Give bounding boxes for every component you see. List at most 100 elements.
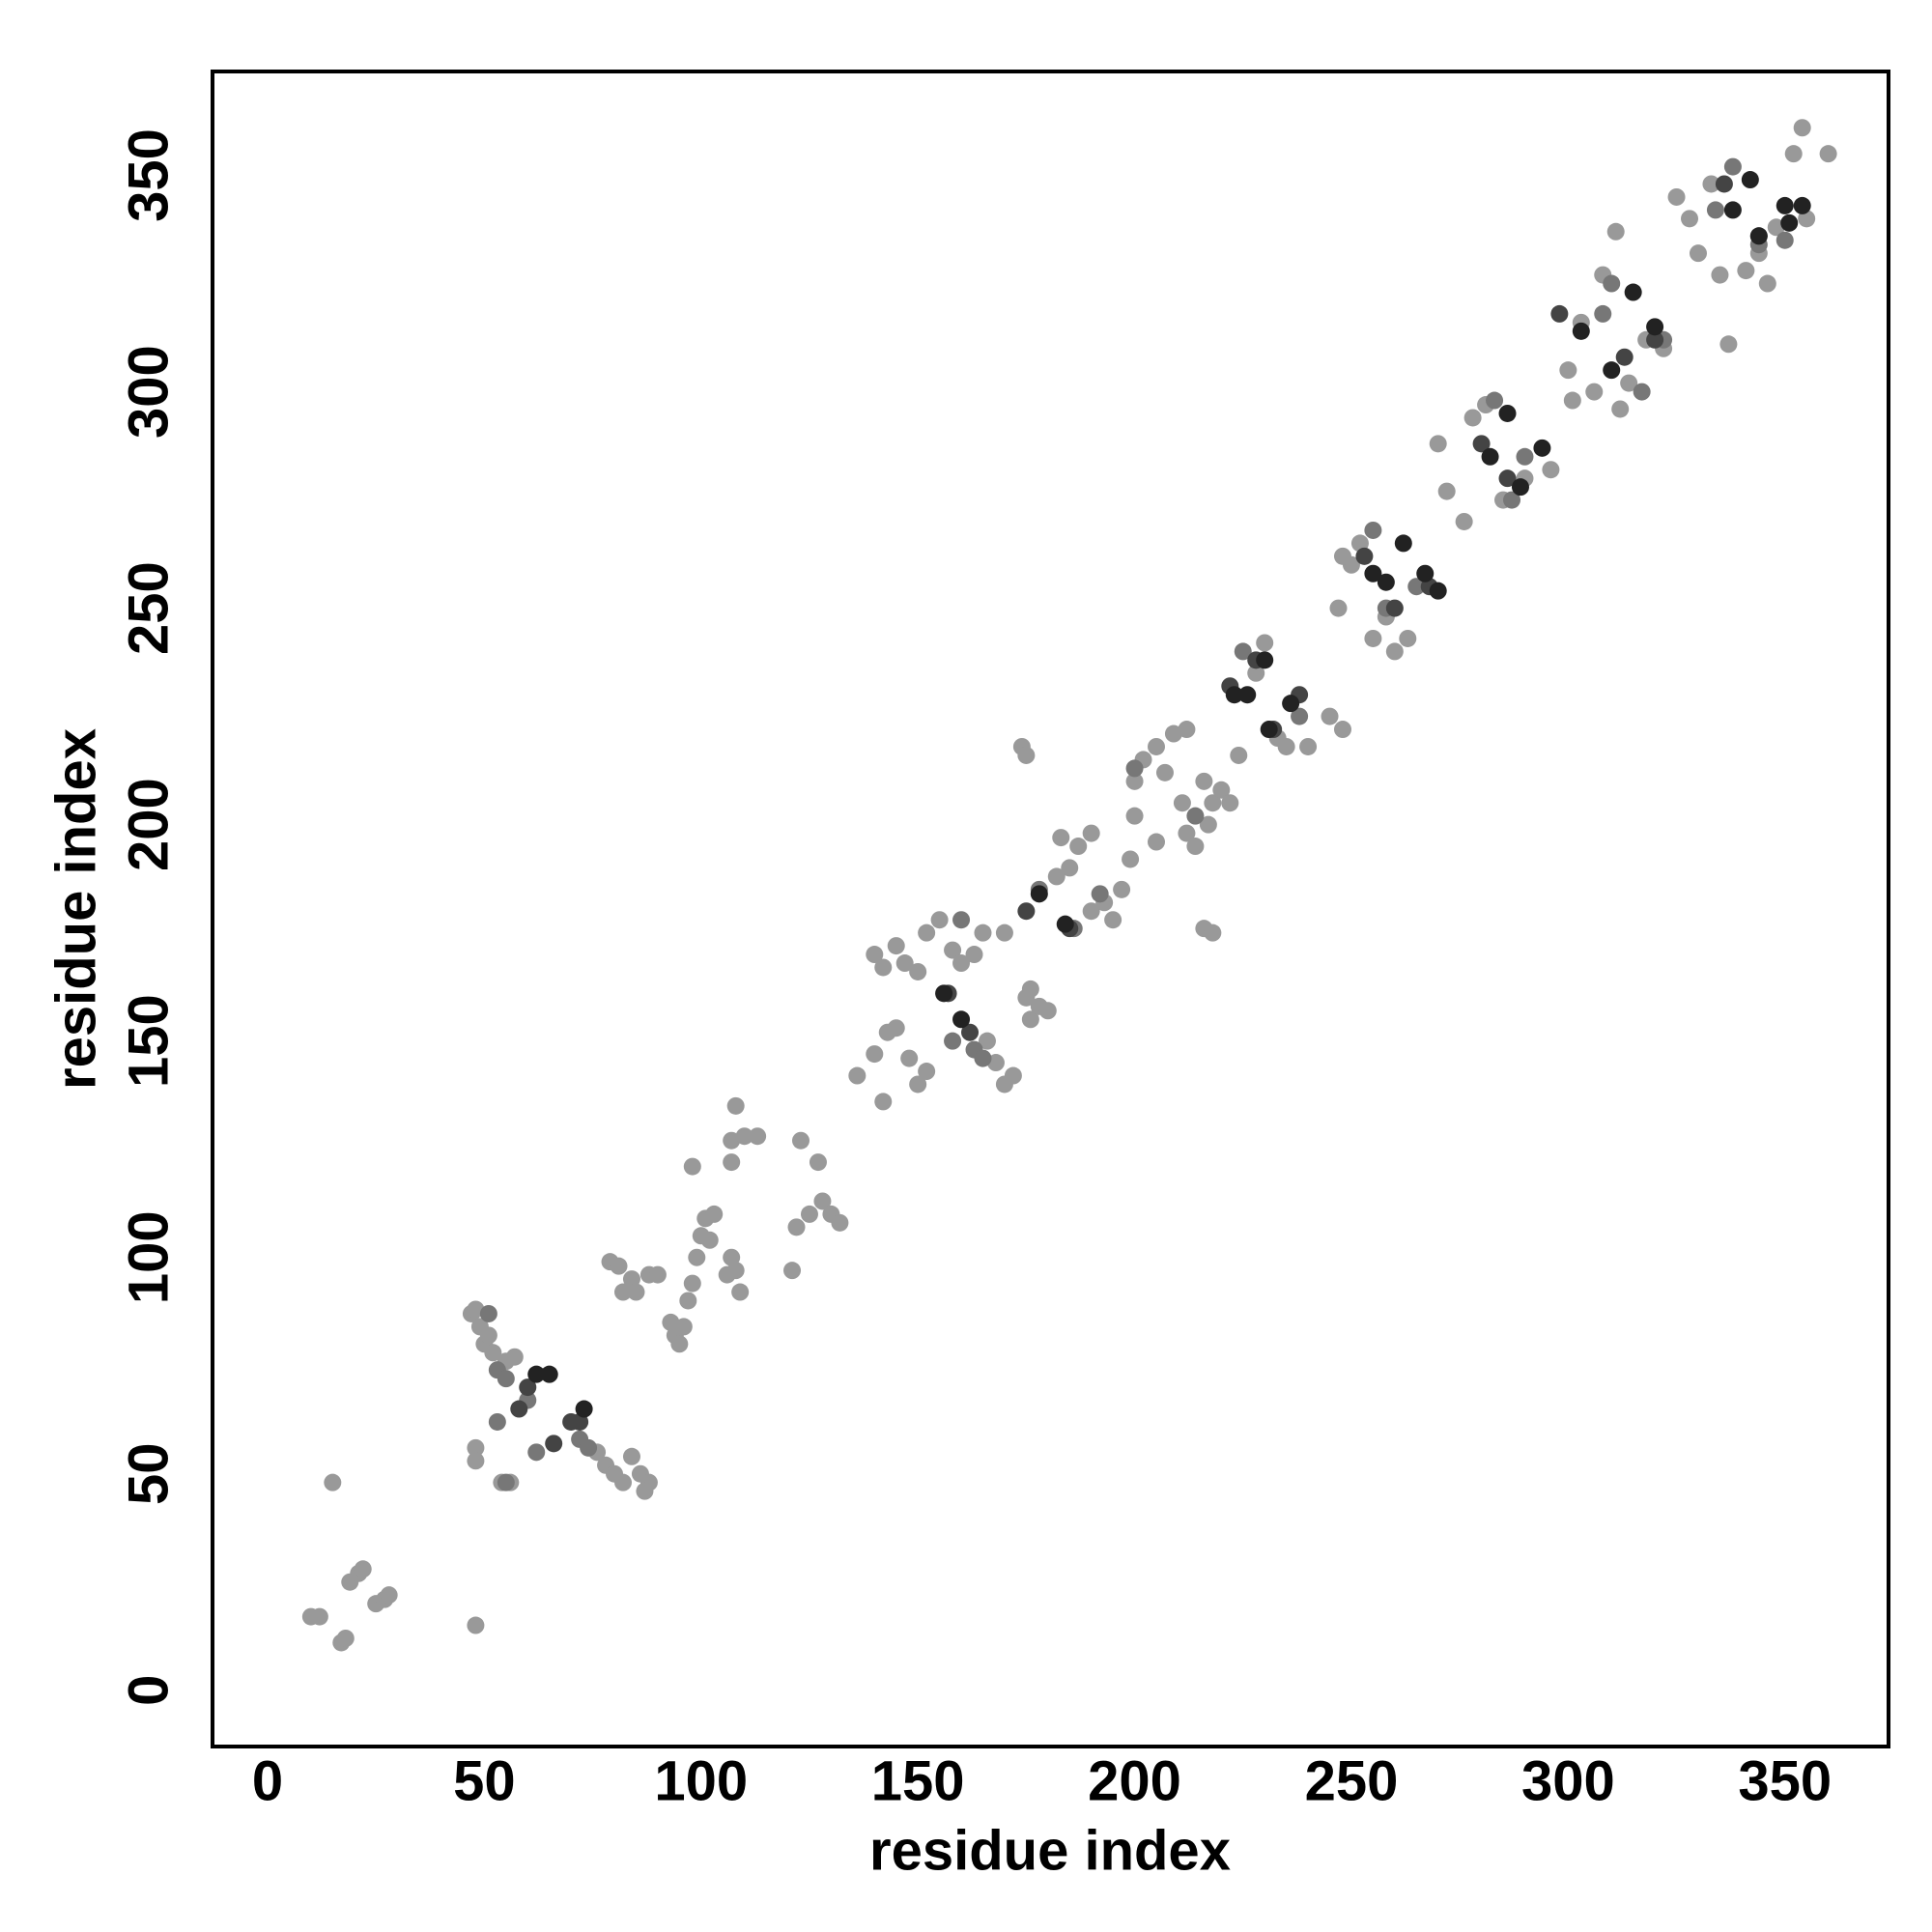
contact-point xyxy=(848,1066,867,1085)
contact-point xyxy=(1399,629,1417,647)
y-tick-label: 0 xyxy=(117,1675,180,1706)
contact-point xyxy=(1333,721,1351,739)
contact-point xyxy=(731,1283,750,1301)
contact-point xyxy=(1178,721,1196,739)
contact-point xyxy=(1329,599,1348,617)
contact-point xyxy=(909,962,927,980)
contact-point xyxy=(1113,880,1131,898)
y-tick-label: 100 xyxy=(117,1210,180,1304)
contact-point xyxy=(874,1093,893,1111)
contact-point xyxy=(1282,695,1300,713)
contact-point xyxy=(1021,980,1039,998)
contact-point xyxy=(1017,902,1036,921)
contact-point xyxy=(1407,578,1426,596)
contact-point xyxy=(1204,923,1222,942)
contact-point xyxy=(944,1032,962,1050)
contact-point xyxy=(1021,1010,1039,1029)
contact-point xyxy=(831,1213,849,1232)
contact-point xyxy=(1550,304,1569,323)
contact-point xyxy=(1256,651,1274,669)
contact-point xyxy=(467,1452,485,1470)
contact-point xyxy=(674,1318,693,1336)
contact-point xyxy=(1741,171,1759,189)
contact-point xyxy=(735,1127,753,1146)
contact-point xyxy=(510,1400,528,1418)
contact-point xyxy=(787,1218,806,1236)
plot-frame xyxy=(211,70,1890,1748)
contact-point xyxy=(1723,201,1742,219)
contact-point xyxy=(1082,902,1100,921)
contact-point xyxy=(1364,564,1382,582)
contact-point xyxy=(467,1616,485,1634)
contact-point xyxy=(783,1262,802,1280)
contact-point xyxy=(497,1370,515,1388)
contact-point xyxy=(488,1412,506,1431)
contact-point xyxy=(930,911,949,929)
contact-point xyxy=(866,946,884,964)
x-axis-label: residue index xyxy=(869,1819,1231,1882)
contact-point xyxy=(1455,512,1473,530)
contact-point xyxy=(1125,772,1144,790)
contact-point xyxy=(1624,283,1642,301)
x-tick-label: 350 xyxy=(1738,1749,1832,1812)
contact-point xyxy=(1780,213,1799,232)
contact-point xyxy=(800,1205,818,1223)
contact-point xyxy=(1572,322,1590,340)
contact-point xyxy=(1498,404,1517,422)
y-tick-label: 200 xyxy=(117,778,180,871)
contact-point xyxy=(1498,469,1517,488)
contact-point xyxy=(1689,244,1707,263)
contact-point xyxy=(974,1049,992,1067)
contact-point xyxy=(1706,201,1724,219)
contact-point xyxy=(1333,547,1351,565)
contact-point xyxy=(1017,746,1036,764)
contact-point xyxy=(1056,915,1074,933)
contact-point xyxy=(952,954,971,973)
contact-point xyxy=(1481,447,1499,466)
contact-point xyxy=(580,1438,598,1457)
contact-point xyxy=(1819,145,1837,163)
contact-point xyxy=(1069,838,1088,856)
y-tick-label: 250 xyxy=(117,561,180,655)
contact-point xyxy=(1195,772,1213,790)
contact-point xyxy=(1542,461,1560,479)
contact-point xyxy=(1212,781,1231,799)
contact-point xyxy=(1758,274,1776,293)
contact-point xyxy=(1533,439,1551,457)
contact-point xyxy=(613,1283,632,1301)
contact-point xyxy=(1437,482,1456,500)
contact-point xyxy=(1715,175,1733,193)
contact-point xyxy=(1563,391,1581,410)
contact-point xyxy=(1256,634,1274,652)
contact-point xyxy=(1776,196,1794,214)
contact-point xyxy=(683,1157,701,1176)
contact-point xyxy=(1247,664,1265,682)
contact-point xyxy=(575,1400,593,1418)
contact-point xyxy=(688,1248,706,1266)
contact-point xyxy=(622,1447,640,1465)
contact-point xyxy=(1047,867,1065,886)
contact-point xyxy=(1711,266,1729,284)
contact-point xyxy=(1125,759,1144,778)
contact-point xyxy=(613,1473,632,1492)
contact-point xyxy=(1633,383,1651,401)
contact-point xyxy=(718,1265,736,1284)
contact-point xyxy=(519,1378,537,1397)
contact-point xyxy=(1702,175,1720,193)
contact-point xyxy=(1355,547,1374,565)
contact-point xyxy=(467,1438,485,1457)
contact-point xyxy=(792,1131,810,1150)
contact-point xyxy=(1511,478,1529,497)
contact-point xyxy=(1615,348,1634,366)
x-tick-label: 300 xyxy=(1521,1749,1615,1812)
contact-point xyxy=(479,1326,497,1345)
contact-point xyxy=(900,1049,919,1067)
contact-point xyxy=(887,937,905,955)
contact-point xyxy=(324,1473,342,1492)
contact-point xyxy=(479,1304,497,1322)
contact-point xyxy=(952,1010,971,1029)
contact-point xyxy=(1291,707,1309,725)
contact-point xyxy=(895,954,914,973)
contact-point xyxy=(1784,145,1803,163)
